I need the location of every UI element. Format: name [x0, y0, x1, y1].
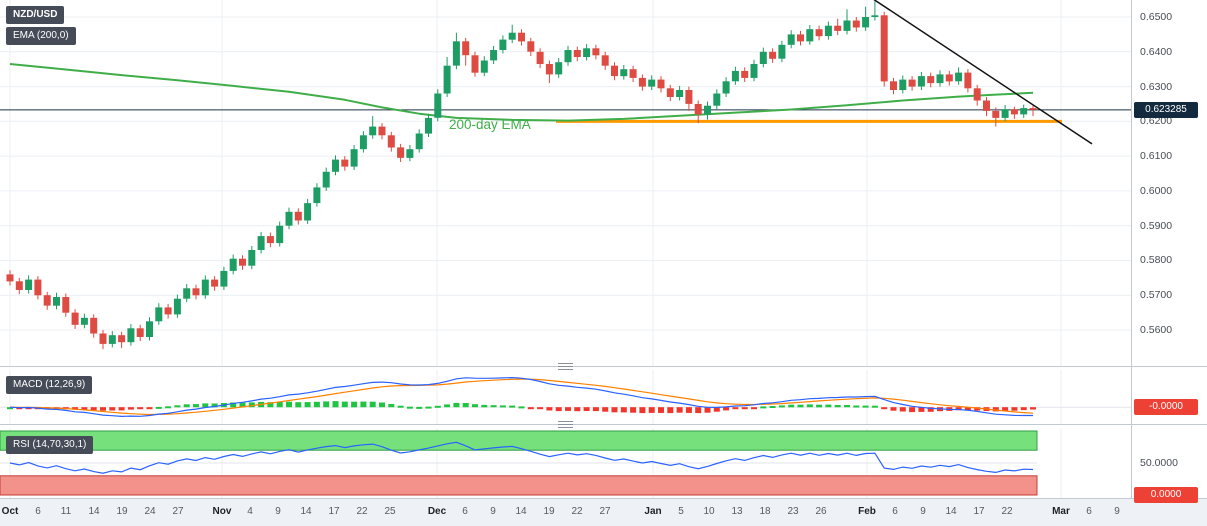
ema-annotation-label: 200-day EMA — [449, 117, 531, 132]
price-scale-label: 0.6400 — [1140, 45, 1173, 58]
panel-separator — [0, 363, 1207, 371]
time-axis-month-label: Feb — [858, 506, 876, 517]
time-axis-day-label: 14 — [88, 506, 100, 517]
time-axis-day-label: 11 — [60, 506, 72, 517]
time-axis-day-label: 22 — [356, 506, 368, 517]
time-axis-day-label: 9 — [1114, 506, 1120, 517]
price-scale-label: 0.5900 — [1140, 219, 1173, 232]
time-axis-day-label: 6 — [462, 506, 468, 517]
time-axis-day-label: 4 — [247, 506, 253, 517]
time-axis-day-label: 14 — [300, 506, 312, 517]
price-scale-label: 0.6300 — [1140, 80, 1173, 93]
time-axis-day-label: 14 — [945, 506, 957, 517]
price-scale-label: 0.6100 — [1140, 150, 1173, 163]
time-axis-day-label: 6 — [35, 506, 41, 517]
symbol-badge[interactable]: NZD/USD — [6, 6, 65, 24]
time-axis-month-label: Dec — [427, 506, 447, 517]
rsi-bottom-value-badge: 0.0000 — [1134, 487, 1198, 503]
time-axis-day-label: 27 — [599, 506, 611, 517]
time-axis-day-label: 17 — [328, 506, 340, 517]
time-axis-day-label: 6 — [892, 506, 898, 517]
rsi-panel-resize-grip-icon[interactable] — [558, 421, 573, 428]
macd-panel: MACD (12,26,9) — [0, 370, 1131, 424]
time-axis-day-label: 19 — [543, 506, 555, 517]
time-axis-day-label: 25 — [384, 506, 396, 517]
price-scale-label: 0.5800 — [1140, 254, 1173, 267]
time-axis-day-label: 13 — [731, 506, 743, 517]
time-axis-month-label: Nov — [212, 506, 232, 517]
price-chart-canvas[interactable] — [0, 0, 1131, 366]
time-axis-day-label: 18 — [759, 506, 771, 517]
macd-chart-canvas[interactable] — [0, 370, 1131, 424]
time-axis[interactable]: Oct 6 11 14 19 24 27 Nov 4 9 14 17 22 25 Dec 6 9 14 19 22 27… — [0, 498, 1207, 526]
rsi-chart-canvas[interactable] — [0, 428, 1131, 498]
time-axis-month-label: Oct — [1, 506, 19, 517]
time-axis-day-label: 6 — [1086, 506, 1092, 517]
time-axis-day-label: 22 — [571, 506, 583, 517]
time-axis-day-label: 26 — [815, 506, 827, 517]
price-scale[interactable]: 0.623285 -0.0000 50.0000 0.0000 0.6500 0.… — [1131, 0, 1207, 503]
price-scale-label: 0.6000 — [1140, 184, 1173, 197]
rsi-panel: RSI (14,70,30,1) — [0, 428, 1131, 498]
current-price-badge: 0.623285 — [1134, 101, 1198, 118]
panel-separator — [0, 421, 1207, 429]
rsi-legend-badge[interactable]: RSI (14,70,30,1) — [6, 436, 94, 454]
macd-value-badge: -0.0000 — [1134, 399, 1198, 416]
price-panel: NZD/USD EMA (200,0) 200-day EMA — [0, 0, 1131, 366]
time-axis-month-label: Mar — [1052, 506, 1070, 517]
time-axis-day-label: 23 — [787, 506, 799, 517]
price-scale-label: 0.5700 — [1140, 289, 1173, 302]
time-axis-day-label: 14 — [515, 506, 527, 517]
time-axis-day-label: 10 — [703, 506, 715, 517]
time-axis-day-label: 5 — [678, 506, 684, 517]
price-scale-label: 0.6500 — [1140, 11, 1173, 23]
time-axis-month-label: Jan — [644, 506, 662, 517]
price-scale-label: 0.6200 — [1140, 115, 1173, 128]
time-axis-day-label: 9 — [275, 506, 281, 517]
time-axis-day-label: 9 — [920, 506, 926, 517]
time-axis-day-label: 17 — [973, 506, 985, 517]
time-axis-day-label: 22 — [1001, 506, 1013, 517]
time-axis-day-label: 27 — [172, 506, 184, 517]
rsi-mid-scale-label: 50.0000 — [1140, 457, 1178, 469]
time-axis-day-label: 24 — [144, 506, 156, 517]
ema-legend-badge[interactable]: EMA (200,0) — [6, 27, 76, 45]
macd-legend-badge[interactable]: MACD (12,26,9) — [6, 376, 93, 394]
time-axis-day-label: 9 — [490, 506, 496, 517]
macd-panel-resize-grip-icon[interactable] — [558, 363, 573, 370]
price-scale-label: 0.5600 — [1140, 324, 1173, 337]
time-axis-day-label: 19 — [116, 506, 128, 517]
